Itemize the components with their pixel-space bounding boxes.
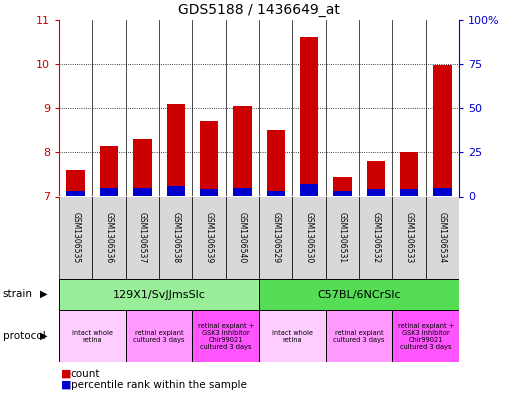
Bar [67,191,85,196]
Bar [200,121,218,196]
Text: GSM1306529: GSM1306529 [271,212,280,263]
Text: percentile rank within the sample: percentile rank within the sample [71,380,247,390]
Bar [367,161,385,196]
Text: intact whole
retina: intact whole retina [272,329,313,343]
Bar [133,139,151,196]
Bar [426,196,459,279]
Bar [233,187,251,196]
Text: 129X1/SvJJmsSlc: 129X1/SvJJmsSlc [112,290,206,300]
Bar [392,196,426,279]
Bar [192,310,259,362]
Title: GDS5188 / 1436649_at: GDS5188 / 1436649_at [178,3,340,17]
Text: ■: ■ [61,369,71,379]
Text: GSM1306534: GSM1306534 [438,212,447,263]
Bar [167,186,185,196]
Bar [359,196,392,279]
Bar [333,191,351,196]
Bar [300,184,318,196]
Bar [333,176,351,196]
Text: ■: ■ [61,380,71,390]
Bar [326,196,359,279]
Bar [392,310,459,362]
Bar [126,310,192,362]
Text: strain: strain [3,288,32,299]
Bar [400,152,418,196]
Text: GSM1306539: GSM1306539 [205,212,213,263]
Bar [100,146,118,196]
Bar [267,130,285,196]
Bar [259,196,292,279]
Text: retinal explant +
GSK3 inhibitor
Chir99021
cultured 3 days: retinal explant + GSK3 inhibitor Chir990… [198,323,254,349]
Text: GSM1306535: GSM1306535 [71,212,80,263]
Bar [326,310,392,362]
Bar [267,191,285,196]
Bar [259,310,326,362]
Bar [100,187,118,196]
Bar [433,65,451,196]
Text: GSM1306530: GSM1306530 [305,212,313,263]
Bar [167,104,185,196]
Text: GSM1306538: GSM1306538 [171,212,180,263]
Bar [59,279,259,310]
Text: GSM1306532: GSM1306532 [371,212,380,263]
Bar [133,187,151,196]
Bar [433,187,451,196]
Text: GSM1306536: GSM1306536 [105,212,113,263]
Text: retinal explant
cultured 3 days: retinal explant cultured 3 days [333,329,385,343]
Bar [233,106,251,196]
Text: GSM1306533: GSM1306533 [405,212,413,263]
Bar [367,189,385,196]
Bar [192,196,226,279]
Text: GSM1306540: GSM1306540 [238,212,247,263]
Text: count: count [71,369,101,379]
Bar [159,196,192,279]
Text: protocol: protocol [3,331,45,341]
Bar [126,196,159,279]
Bar [92,196,126,279]
Text: C57BL/6NCrSlc: C57BL/6NCrSlc [317,290,401,300]
Bar [226,196,259,279]
Text: ▶: ▶ [40,331,48,341]
Bar [400,189,418,196]
Text: GSM1306537: GSM1306537 [138,212,147,263]
Bar [59,310,126,362]
Text: retinal explant +
GSK3 inhibitor
Chir99021
cultured 3 days: retinal explant + GSK3 inhibitor Chir990… [398,323,454,349]
Bar [300,37,318,197]
Bar [292,196,326,279]
Bar [67,170,85,196]
Text: retinal explant
cultured 3 days: retinal explant cultured 3 days [133,329,185,343]
Bar [259,279,459,310]
Bar [200,189,218,196]
Text: GSM1306531: GSM1306531 [338,212,347,263]
Text: intact whole
retina: intact whole retina [72,329,113,343]
Text: ▶: ▶ [40,288,48,299]
Bar [59,196,92,279]
